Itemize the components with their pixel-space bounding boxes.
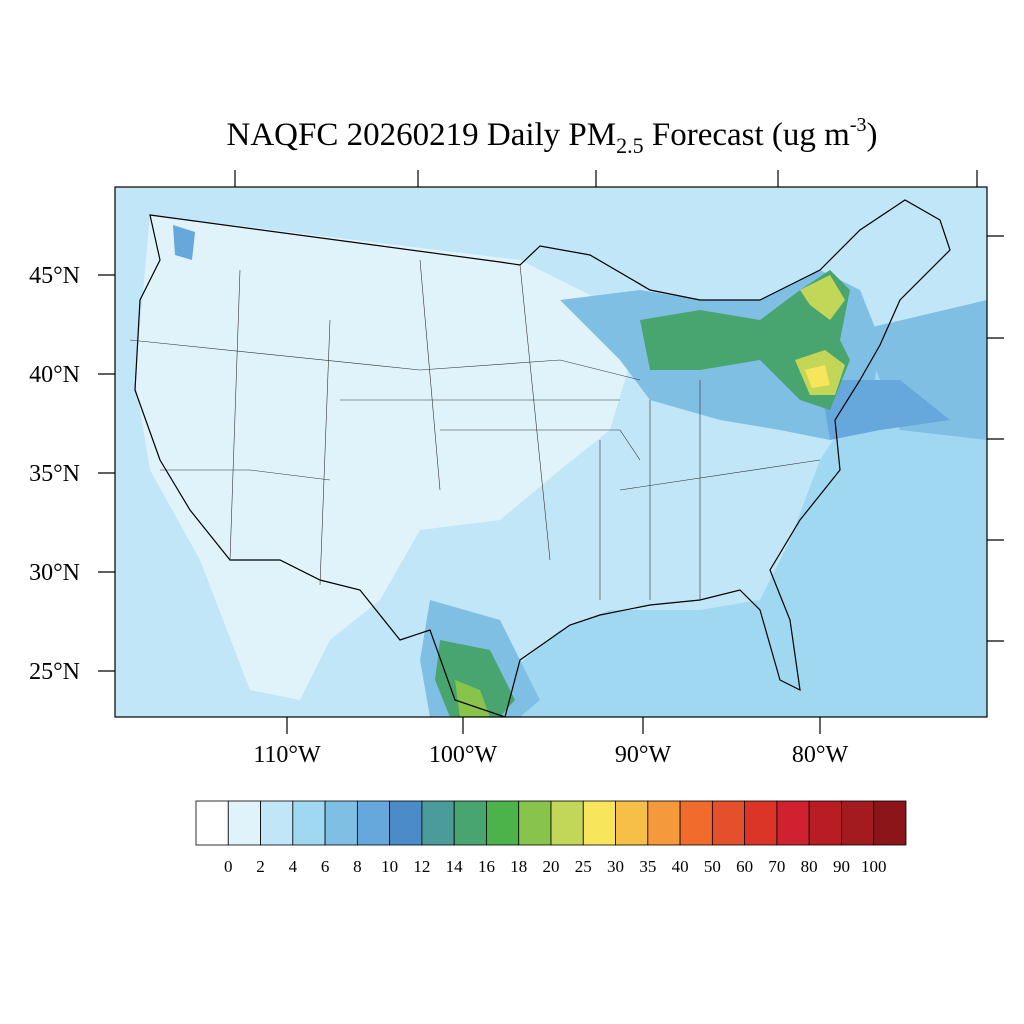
colorbar-box [227, 800, 261, 846]
colorbar-box [356, 800, 391, 846]
lat-label: 25°N [29, 659, 80, 685]
colorbar-box [260, 800, 294, 846]
lat-label: 40°N [29, 362, 80, 388]
colorbar-label: 25 [575, 857, 592, 876]
colorbar-label: 30 [607, 857, 624, 876]
lon-label: 80°W [792, 742, 849, 768]
colorbar-label: 100 [861, 857, 887, 876]
colorbar-box [324, 800, 358, 846]
map-field [115, 187, 987, 717]
colorbar-box [873, 800, 907, 846]
colorbar-box [744, 800, 778, 846]
colorbar-box [841, 800, 875, 846]
map-title: NAQFC 20260219 Daily PM2.5 Forecast (ug … [227, 114, 878, 158]
colorbar-label: 4 [289, 857, 298, 876]
colorbar-label: 80 [801, 857, 818, 876]
colorbar-label: 8 [353, 857, 362, 876]
colorbar-box [453, 800, 487, 846]
colorbar-label: 20 [543, 857, 560, 876]
lat-label: 30°N [29, 560, 80, 586]
colorbar-label: 6 [321, 857, 330, 876]
colorbar-box [582, 800, 616, 846]
colorbar-box [615, 800, 649, 846]
colorbar-box [486, 800, 520, 846]
colorbar-label: 16 [478, 857, 495, 876]
colorbar-box [389, 800, 423, 846]
map-frame [114, 186, 988, 718]
lon-label: 90°W [615, 742, 672, 768]
colorbar-box [195, 800, 229, 846]
colorbar-label: 2 [256, 857, 265, 876]
colorbar-box [711, 800, 746, 846]
title-main: NAQFC 20260219 Daily PM [227, 117, 617, 153]
lat-label: 45°N [29, 263, 80, 289]
title-close: ) [867, 117, 878, 153]
colorbar-label: 12 [413, 857, 430, 876]
colorbar-label: 70 [768, 857, 785, 876]
title-rest: Forecast (ug m [644, 117, 851, 153]
colorbar-label: 90 [833, 857, 850, 876]
colorbar-box [550, 800, 584, 846]
title-superscript: -3 [850, 114, 867, 136]
colorbar-label: 50 [704, 857, 721, 876]
colorbar-box [808, 800, 842, 846]
lat-label: 35°N [29, 461, 80, 487]
colorbar-box [679, 800, 713, 846]
colorbar-label: 10 [381, 857, 398, 876]
colorbar-box [421, 800, 455, 846]
lon-label: 110°W [253, 742, 321, 768]
title-subscript: 2.5 [616, 133, 644, 158]
colorbar-label: 35 [639, 857, 656, 876]
colorbar-label: 40 [672, 857, 689, 876]
frame-ticks [98, 170, 1004, 734]
colorbar: 0 2 4 6 8 10 12 14 16 18 20 25 30 35 40 50 60 70 80 90 100 [195, 800, 907, 876]
colorbar-label: 18 [510, 857, 527, 876]
colorbar-box [292, 800, 326, 846]
lon-label: 100°W [429, 742, 498, 768]
colorbar-box [518, 800, 552, 846]
colorbar-label: 0 [224, 857, 233, 876]
colorbar-box [776, 800, 810, 846]
colorbar-box [647, 800, 681, 846]
colorbar-label: 60 [736, 857, 753, 876]
colorbar-label: 14 [446, 857, 464, 876]
axis-labels: 45°N 40°N 35°N 30°N 25°N 110°W 100°W 90°W 80°W [29, 263, 848, 768]
